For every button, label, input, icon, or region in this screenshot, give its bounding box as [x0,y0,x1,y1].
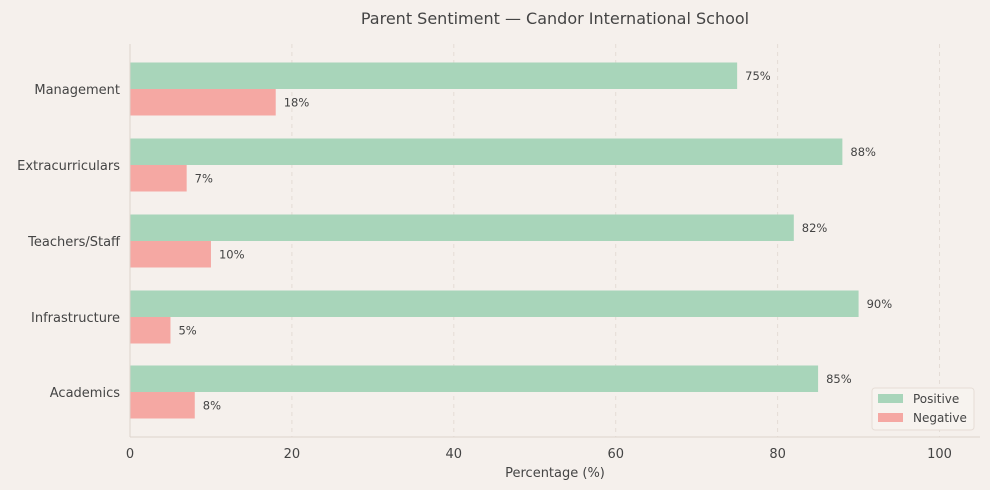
data-label: 82% [802,221,828,235]
legend-swatch [878,413,903,422]
bar-negative[interactable] [130,165,187,192]
legend[interactable]: Positive Negative [871,387,975,431]
data-label: 10% [219,247,245,261]
x-axis-label: Percentage (%) [505,466,605,481]
bar-negative[interactable] [130,89,276,116]
x-tick-label: 20 [284,447,301,462]
x-tick-label: 80 [769,447,786,462]
y-tick-label: Management [34,83,120,98]
data-label: 5% [178,323,196,337]
bar-positive[interactable] [130,214,794,242]
data-label: 18% [284,95,310,109]
x-tick-label: 40 [446,447,463,462]
bar-positive[interactable] [130,62,738,90]
data-label: 75% [745,69,771,83]
data-labels: 75% 88% 82% 90% 85% 18% 7% 10% 5% 8% [178,69,892,413]
y-tick-label: Extracurriculars [17,159,120,174]
bar-negative[interactable] [130,317,171,344]
bar-negative[interactable] [130,241,211,268]
x-tick-label: 60 [607,447,624,462]
bar-positive[interactable] [130,138,843,166]
data-label: 90% [867,297,893,311]
y-tick-label: Infrastructure [31,311,120,326]
x-tick-label: 100 [927,447,952,462]
axes: 0 20 40 60 80 100 Management Extracurriculars Te… [17,44,980,462]
chart-title: Parent Sentiment — Candor International … [361,9,749,28]
data-label: 88% [850,145,876,159]
y-tick-label: Teachers/Staff [27,235,121,250]
grid-lines [291,44,941,437]
legend-swatch [878,394,903,403]
data-label: 7% [195,171,213,185]
legend-label: Positive [913,392,959,406]
data-label: 8% [203,398,221,412]
bars [130,62,859,419]
bar-negative[interactable] [130,392,195,419]
bar-positive[interactable] [130,290,859,318]
data-label: 85% [826,372,852,386]
legend-label: Negative [913,411,967,425]
bar-positive[interactable] [130,365,819,393]
x-tick-label: 0 [126,447,134,462]
y-tick-label: Academics [50,386,120,401]
